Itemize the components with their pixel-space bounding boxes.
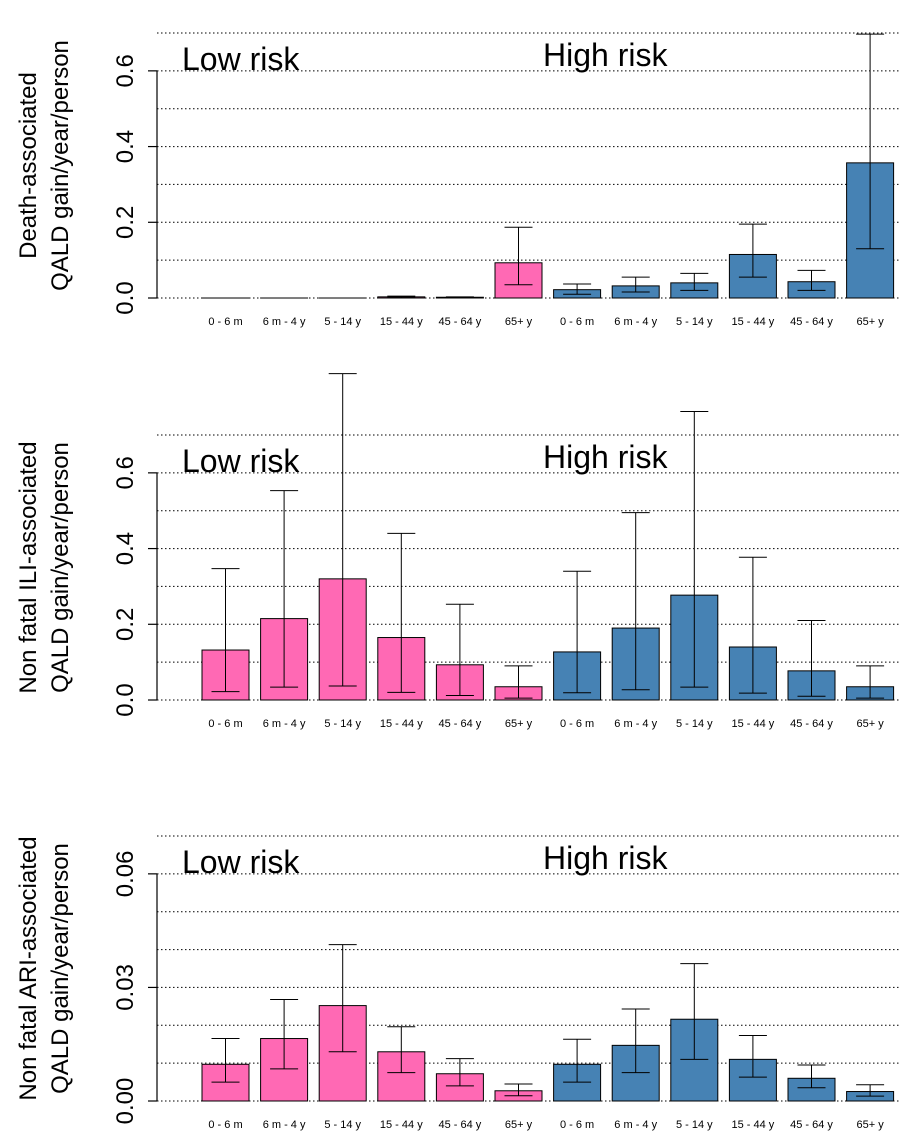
y-axis-title-line-1: Non fatal ILI-associated (15, 441, 42, 693)
x-tick-label: 5 - 14 y (676, 718, 713, 730)
group-label-low-risk: Low risk (182, 41, 300, 77)
x-tick-label: 45 - 64 y (438, 316, 481, 328)
x-tick-label: 65+ y (856, 718, 884, 730)
x-tick-label: 65+ y (856, 316, 884, 328)
y-tick-label: 0.6 (112, 456, 139, 489)
y-tick-label: 0.4 (112, 532, 139, 565)
x-tick-label: 0 - 6 m (560, 718, 594, 730)
x-tick-label: 0 - 6 m (208, 718, 242, 730)
y-axis-title-line-2: QALD gain/year/person (47, 843, 74, 1094)
group-label-low-risk: Low risk (182, 844, 300, 880)
y-tick-label: 0.6 (112, 54, 139, 87)
x-tick-label: 6 m - 4 y (614, 718, 657, 730)
y-axis-title-line-2: QALD gain/year/person (47, 40, 74, 291)
y-tick-label: 0.2 (112, 206, 139, 239)
x-tick-label: 45 - 64 y (790, 1119, 833, 1131)
x-tick-label: 15 - 44 y (380, 1119, 423, 1131)
x-tick-label: 45 - 64 y (790, 718, 833, 730)
group-label-high-risk: High risk (543, 37, 668, 73)
x-tick-label: 5 - 14 y (324, 718, 361, 730)
x-tick-label: 0 - 6 m (560, 1119, 594, 1131)
x-tick-label: 5 - 14 y (324, 316, 361, 328)
x-tick-label: 15 - 44 y (380, 718, 423, 730)
x-tick-label: 65+ y (856, 1119, 884, 1131)
x-tick-label: 6 m - 4 y (263, 316, 306, 328)
x-tick-label: 15 - 44 y (380, 316, 423, 328)
group-label-high-risk: High risk (543, 439, 668, 475)
x-tick-label: 6 m - 4 y (614, 316, 657, 328)
y-axis-title-line-2: QALD gain/year/person (47, 442, 74, 693)
x-tick-label: 15 - 44 y (731, 1119, 774, 1131)
x-tick-label: 15 - 44 y (731, 316, 774, 328)
x-tick-label: 5 - 14 y (324, 1119, 361, 1131)
x-tick-label: 5 - 14 y (676, 1119, 713, 1131)
group-label-high-risk: High risk (543, 840, 668, 876)
y-axis-title-line-1: Death-associated (15, 72, 42, 259)
x-tick-label: 6 m - 4 y (263, 1119, 306, 1131)
y-tick-label: 0.4 (112, 130, 139, 163)
x-tick-label: 45 - 64 y (438, 718, 481, 730)
x-tick-label: 0 - 6 m (560, 316, 594, 328)
x-tick-label: 65+ y (505, 1119, 533, 1131)
bar (611, 1044, 660, 1102)
x-tick-label: 6 m - 4 y (614, 1119, 657, 1131)
y-tick-label: 0.0 (112, 683, 139, 716)
x-tick-label: 5 - 14 y (676, 316, 713, 328)
x-tick-label: 6 m - 4 y (263, 718, 306, 730)
y-tick-label: 0.03 (112, 964, 139, 1011)
y-tick-label: 0.06 (112, 850, 139, 897)
x-tick-label: 65+ y (505, 316, 533, 328)
group-label-low-risk: Low risk (182, 443, 300, 479)
y-tick-label: 0.0 (112, 281, 139, 314)
x-tick-label: 45 - 64 y (790, 316, 833, 328)
y-axis-title-line-1: Non fatal ARI-associated (15, 836, 42, 1100)
x-tick-label: 15 - 44 y (731, 718, 774, 730)
x-tick-label: 0 - 6 m (208, 1119, 242, 1131)
y-tick-label: 0.00 (112, 1078, 139, 1125)
x-tick-label: 0 - 6 m (208, 316, 242, 328)
x-tick-label: 65+ y (505, 718, 533, 730)
y-tick-label: 0.2 (112, 608, 139, 641)
x-tick-label: 45 - 64 y (438, 1119, 481, 1131)
